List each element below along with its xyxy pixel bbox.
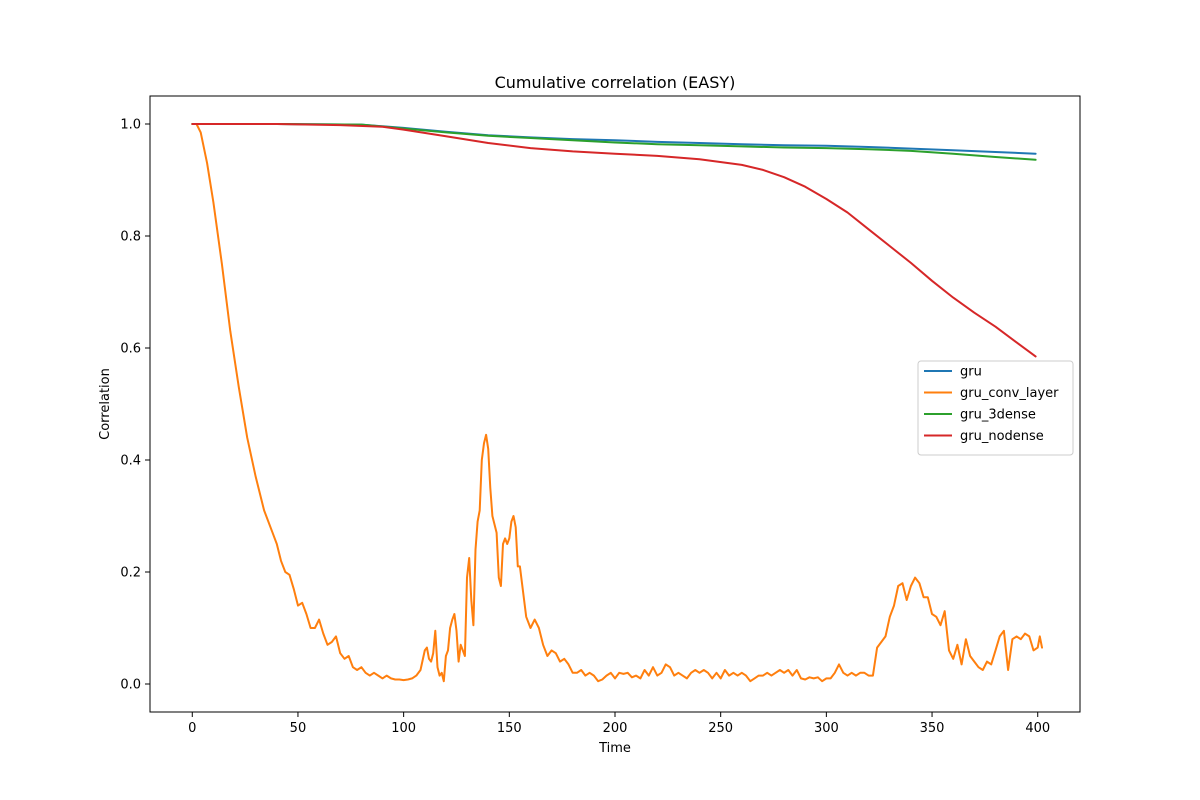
y-tick-label: 0.0 (120, 678, 141, 693)
series-line-gru_3dense (191, 123, 1037, 161)
x-axis-label: Time (598, 741, 631, 756)
x-tick-label: 150 (497, 721, 522, 736)
y-tick-label: 0.6 (120, 342, 141, 357)
y-tick-label: 0.2 (120, 566, 141, 581)
x-tick-label: 200 (603, 721, 628, 736)
legend-label-gru_nodense: gru_nodense (960, 429, 1044, 444)
legend: gru gru_conv_layer gru_3dense gru_nodense (917, 360, 1074, 456)
x-tick-label: 0 (188, 721, 196, 736)
x-tick-label: 50 (290, 721, 307, 736)
x-tick-label: 350 (920, 721, 945, 736)
y-tick-label: 1.0 (120, 118, 141, 133)
y-axis: 0.0 0.2 0.4 0.6 0.8 1.0 (120, 118, 150, 693)
legend-box (917, 360, 1074, 456)
x-tick-label: 400 (1025, 721, 1050, 736)
series-line-gru_conv_layer (191, 123, 1043, 683)
legend-label-gru: gru (960, 365, 982, 380)
chart-title: Cumulative correlation (EASY) (495, 73, 736, 92)
y-tick-label: 0.4 (120, 454, 141, 469)
y-tick-label: 0.8 (120, 230, 141, 245)
x-tick-label: 250 (708, 721, 733, 736)
series-layer (191, 123, 1043, 683)
x-tick-label: 300 (814, 721, 839, 736)
y-axis-label: Correlation (98, 368, 113, 440)
legend-label-gru_conv_layer: gru_conv_layer (960, 386, 1059, 401)
x-tick-label: 100 (391, 721, 416, 736)
x-axis: 0 50 100 150 200 250 300 350 400 (188, 712, 1050, 736)
series-line-gru_nodense (191, 123, 1037, 358)
legend-label-gru_3dense: gru_3dense (960, 408, 1036, 423)
